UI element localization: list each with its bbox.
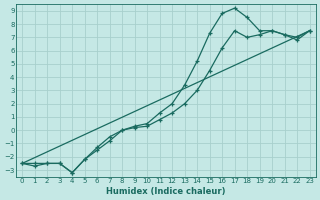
X-axis label: Humidex (Indice chaleur): Humidex (Indice chaleur) xyxy=(106,187,226,196)
